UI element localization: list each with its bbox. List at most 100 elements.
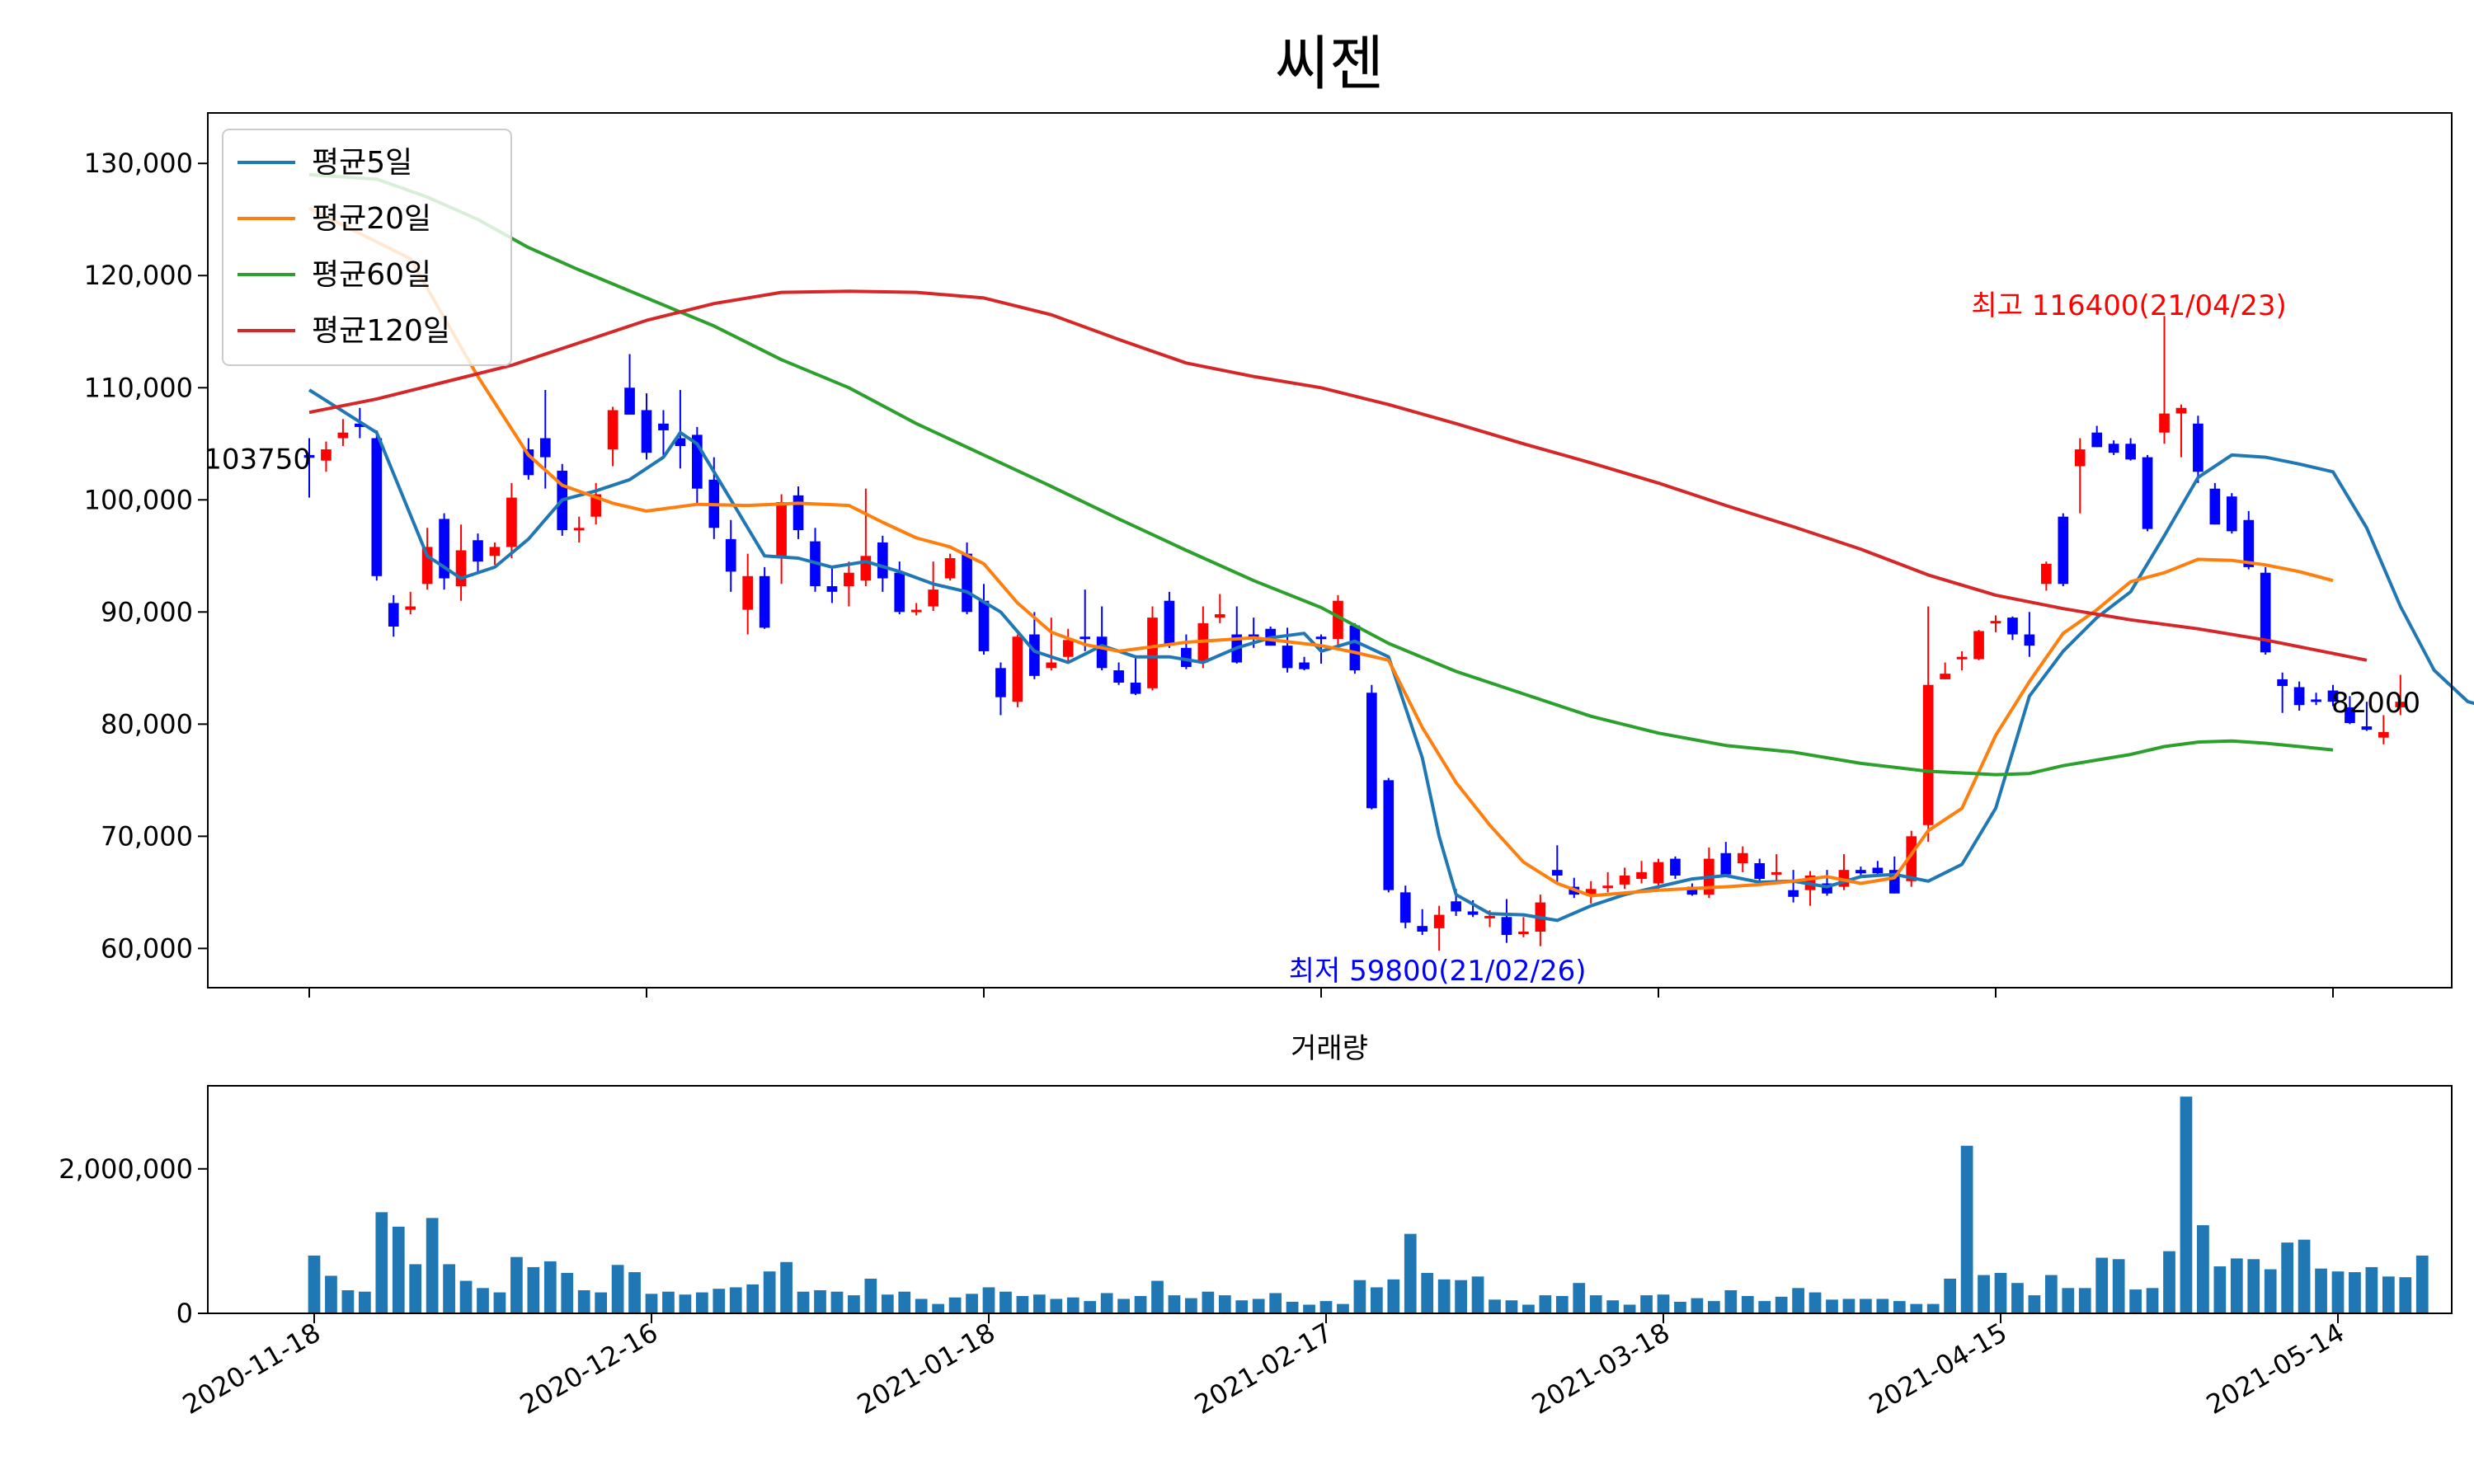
down-candle (2327, 684, 2339, 707)
price-y-tick-label: 120,000 (84, 260, 193, 291)
down-candle (2293, 681, 2305, 711)
volume-y-axis: 0 2,000,000 (59, 1153, 208, 1329)
volume-bar (2028, 1295, 2041, 1313)
down-candle (371, 430, 383, 581)
candle-body (1551, 870, 1563, 876)
up-candle (1990, 615, 2001, 632)
up-candle (860, 488, 872, 587)
volume-bar (1370, 1287, 1383, 1313)
candle-body (2345, 707, 2355, 723)
down-candle (978, 584, 990, 655)
candle-body (844, 572, 854, 587)
down-candle (2024, 612, 2035, 657)
last-close-annotation: 82000 (2331, 687, 2420, 720)
down-candle (1181, 634, 1192, 669)
high-price-annotation: 최고 116400(21/04/23) (1971, 289, 2286, 322)
down-candle (2193, 416, 2204, 483)
down-candle (1130, 656, 1141, 695)
down-candle (2007, 616, 2018, 641)
up-candle (944, 553, 956, 581)
candle-body (2074, 449, 2086, 467)
candle-body (910, 609, 922, 613)
candle-body (759, 575, 770, 628)
up-candle (506, 482, 517, 559)
volume-bar (915, 1298, 928, 1313)
volume-bar (1269, 1293, 1282, 1313)
volume-bar (2011, 1283, 2024, 1313)
up-candle (1585, 881, 1597, 904)
down-candle (1856, 866, 1866, 876)
candle-body (1956, 656, 1968, 660)
down-candle (1822, 870, 1832, 896)
candle-body (1366, 693, 1377, 809)
candle-body (978, 600, 990, 651)
volume-bar (780, 1261, 793, 1313)
candle-body (1062, 640, 1074, 657)
volume-bar (2298, 1239, 2311, 1313)
volume-bar (1421, 1272, 1434, 1313)
down-candle (388, 594, 399, 637)
volume-bar (763, 1271, 776, 1313)
candle-body (1906, 836, 1917, 881)
volume-bar (2129, 1289, 2142, 1313)
candle-body (539, 438, 551, 458)
volume-bar (2315, 1268, 2327, 1313)
volume-bar (2095, 1257, 2109, 1313)
candle-body (2125, 444, 2136, 460)
date-tick-label: 2020-12-16 (515, 1317, 663, 1421)
candle-body (1670, 858, 1681, 876)
volume-bar (1387, 1279, 1400, 1313)
volume-bar (1960, 1145, 1973, 1313)
down-candle (2226, 493, 2237, 534)
up-candle (1535, 895, 1546, 946)
up-candle (1704, 847, 1714, 899)
candle-body (405, 606, 416, 610)
down-candle (1417, 909, 1428, 936)
candle-body (1164, 600, 1175, 646)
up-candle (2395, 674, 2406, 716)
price-y-tick-label: 100,000 (84, 484, 193, 515)
volume-bar (1978, 1275, 1990, 1313)
candle-body (1147, 618, 1158, 688)
candle-body (1096, 636, 1108, 669)
volume-bar (1218, 1295, 1231, 1313)
volume-bar (1860, 1298, 1872, 1313)
volume-bar (2415, 1255, 2429, 1313)
candle-body (607, 410, 618, 450)
candle-body (944, 558, 956, 579)
down-candle (2108, 440, 2119, 455)
volume-bar (1471, 1276, 1484, 1313)
candle-body (1501, 917, 1512, 936)
volume-bar (982, 1287, 995, 1313)
down-candle (1754, 858, 1766, 881)
volume-bar (1117, 1298, 1130, 1313)
down-candle (1399, 885, 1411, 928)
volume-bar (527, 1266, 540, 1313)
volume-plot-frame (207, 1085, 2453, 1314)
volume-bar (2382, 1276, 2395, 1313)
volume-bar (392, 1226, 405, 1313)
volume-bar (2112, 1259, 2125, 1313)
candle-body (1771, 871, 1782, 875)
volume-bar (2264, 1269, 2277, 1313)
volume-bar (1724, 1289, 1738, 1313)
candle-body (894, 572, 905, 613)
down-candle (1551, 845, 1563, 884)
volume-bar (1202, 1291, 1215, 1313)
candle-body (2395, 702, 2406, 707)
volume-bar (830, 1291, 844, 1313)
up-candle (1012, 634, 1023, 707)
volume-bar (814, 1289, 826, 1313)
down-candle (2209, 482, 2221, 525)
volume-bar (1032, 1294, 1046, 1313)
candle-body (1333, 600, 1343, 639)
down-candle (1670, 856, 1681, 880)
candle-body (725, 538, 736, 572)
volume-bar (1235, 1300, 1249, 1313)
price-y-tick-label: 80,000 (101, 708, 193, 740)
candle-body (641, 410, 652, 453)
candle-body (506, 497, 517, 547)
volume-bar (595, 1292, 608, 1313)
volume-bar (966, 1294, 978, 1313)
